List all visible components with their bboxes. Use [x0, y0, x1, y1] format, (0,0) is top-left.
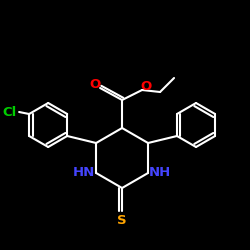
Text: O: O — [140, 80, 152, 92]
Text: S: S — [117, 214, 127, 228]
Text: O: O — [90, 78, 101, 90]
Text: NH: NH — [149, 166, 171, 179]
Text: HN: HN — [73, 166, 95, 179]
Text: Cl: Cl — [2, 106, 16, 118]
